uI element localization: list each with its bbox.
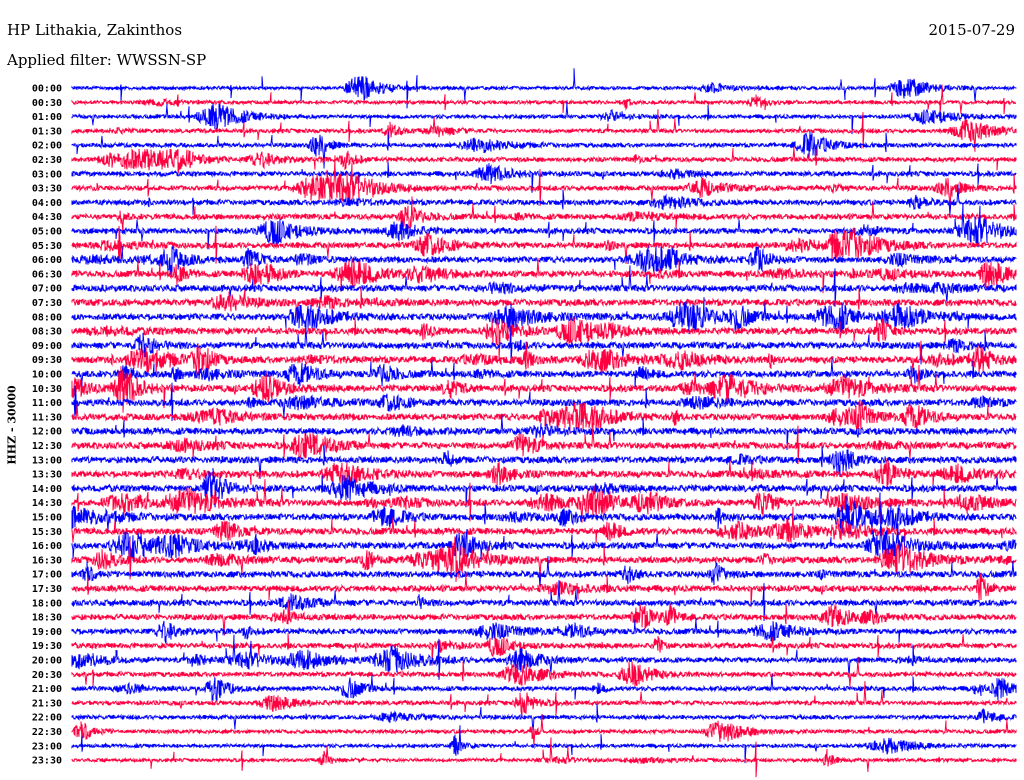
trace-line [71, 357, 1017, 389]
row-time-label: 08:00 [32, 312, 62, 323]
trace-line [71, 131, 1017, 169]
row-time-label: 07:00 [32, 284, 62, 295]
row-time-label: 10:30 [32, 384, 62, 395]
row-time-label: 03:30 [32, 184, 62, 195]
trace-line [71, 415, 1017, 451]
trace-line [71, 322, 1017, 365]
trace-line [71, 617, 1017, 644]
row-time-label: 03:00 [32, 169, 62, 180]
trace-line [71, 196, 1017, 234]
row-time-label: 13:30 [32, 470, 62, 481]
trace-line [71, 155, 1017, 214]
row-time-label: 11:30 [32, 412, 62, 423]
trace-line [71, 225, 1017, 265]
row-time-label: 05:00 [32, 227, 62, 238]
row-time-label: 01:00 [32, 112, 62, 123]
row-time-label: 00:00 [32, 84, 62, 95]
row-time-label: 15:30 [32, 527, 62, 538]
trace-line [71, 737, 1017, 778]
trace-line [71, 599, 1017, 636]
row-time-label: 05:30 [32, 241, 62, 252]
row-time-label: 17:30 [32, 584, 62, 595]
trace-line [71, 364, 1017, 413]
row-time-label: 07:30 [32, 298, 62, 309]
row-time-label: 14:00 [32, 484, 62, 495]
row-time-label: 21:00 [32, 684, 62, 695]
date-label: 2015-07-29 [928, 21, 1015, 39]
row-time-label: 21:30 [32, 698, 62, 709]
row-time-label: 14:30 [32, 498, 62, 509]
row-time-label: 13:00 [32, 455, 62, 466]
trace-line [71, 656, 1017, 688]
trace-line [71, 202, 1017, 250]
trace-line [71, 287, 1017, 322]
row-time-label: 04:30 [32, 212, 62, 223]
filter-label: Applied filter: WWSSN-SP [7, 51, 207, 69]
trace-line [71, 536, 1017, 582]
row-time-label: 09:30 [32, 355, 62, 366]
row-time-label: 00:30 [32, 98, 62, 109]
row-time-label: 20:30 [32, 670, 62, 681]
trace-line [71, 673, 1017, 702]
trace-line [71, 422, 1017, 465]
trace-line [71, 580, 1017, 622]
trace-line [71, 68, 1017, 109]
row-time-label: 19:00 [32, 627, 62, 638]
trace-line [71, 556, 1017, 589]
row-time-label: 17:00 [32, 570, 62, 581]
row-time-label: 06:30 [32, 269, 62, 280]
row-time-label: 22:30 [32, 727, 62, 738]
row-time-label: 02:30 [32, 155, 62, 166]
row-time-label: 18:00 [32, 598, 62, 609]
row-time-label: 06:00 [32, 255, 62, 266]
trace-line [71, 681, 1017, 717]
trace-line [71, 265, 1017, 307]
trace-line [71, 109, 1017, 152]
row-time-label: 20:00 [32, 656, 62, 667]
trace-line [71, 445, 1017, 479]
trace-line [71, 492, 1017, 535]
row-time-label: 22:00 [32, 713, 62, 724]
station-title: HP Lithakia, Zakinthos [7, 21, 183, 39]
trace-line [71, 101, 1017, 135]
row-time-label: 12:30 [32, 441, 62, 452]
row-time-label: 12:00 [32, 427, 62, 438]
row-time-label: 16:00 [32, 541, 62, 552]
row-time-label: 09:00 [32, 341, 62, 352]
trace-line [71, 479, 1017, 524]
trace-line [71, 506, 1017, 544]
trace-line [71, 457, 1017, 489]
trace-line [71, 713, 1017, 748]
trace-line [71, 512, 1017, 562]
row-time-label: 01:30 [32, 126, 62, 137]
row-time-label: 19:30 [32, 641, 62, 652]
row-time-label: 10:00 [32, 370, 62, 381]
row-time-label: 08:30 [32, 327, 62, 338]
row-time-label: 23:30 [32, 756, 62, 767]
row-time-label: 15:00 [32, 513, 62, 524]
trace-line [71, 245, 1017, 276]
trace-line [71, 633, 1017, 666]
trace-line [71, 297, 1017, 335]
row-time-label: 23:00 [32, 741, 62, 752]
row-time-label: 02:00 [32, 141, 62, 152]
trace-line [71, 146, 1017, 174]
row-time-label: 18:30 [32, 613, 62, 624]
row-time-label: 11:00 [32, 398, 62, 409]
trace-line [71, 316, 1017, 362]
trace-line [71, 725, 1017, 764]
trace-line [71, 161, 1017, 193]
trace-line [71, 400, 1017, 435]
trace-line [71, 340, 1017, 378]
trace-line [71, 572, 1017, 608]
trace-line [71, 634, 1017, 680]
trace-line [71, 184, 1017, 217]
row-time-label: 04:00 [32, 198, 62, 209]
trace-line [71, 257, 1017, 294]
row-time-label: 16:30 [32, 555, 62, 566]
trace-line [71, 84, 1017, 115]
trace-line [71, 468, 1017, 508]
